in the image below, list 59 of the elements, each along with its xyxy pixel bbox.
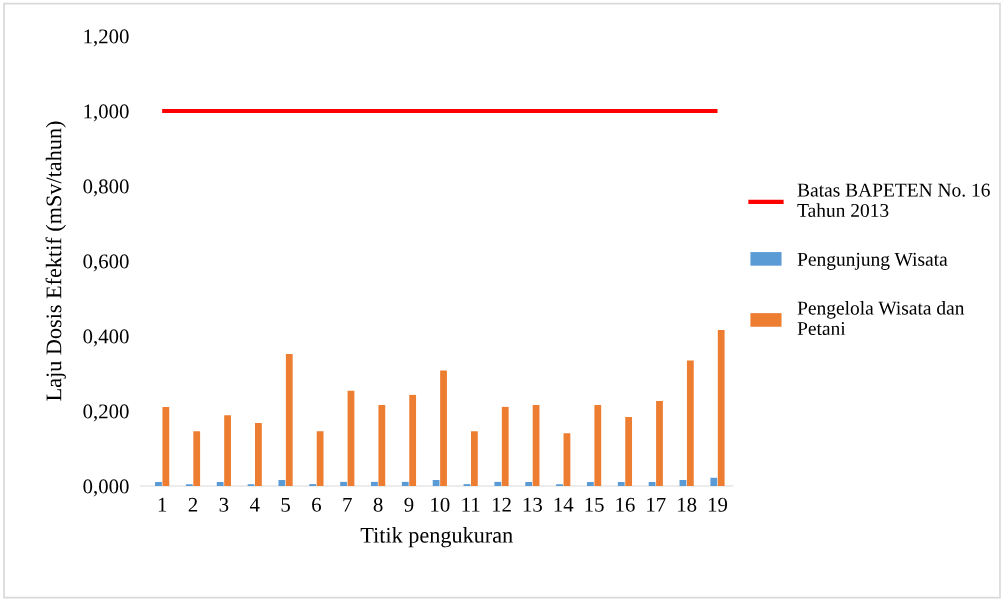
x-tick-label: 13 — [523, 497, 542, 512]
bar — [494, 481, 502, 486]
x-tick-label: 14 — [554, 497, 574, 512]
bar — [193, 431, 201, 486]
x-tick-label: 10 — [431, 497, 450, 512]
x-tick-label: 7 — [343, 497, 352, 512]
x-tick-label: 15 — [585, 497, 604, 512]
x-tick-label: 4 — [249, 497, 260, 512]
y-tick-label: 1,000 — [84, 104, 129, 122]
bar — [216, 481, 224, 486]
bar — [340, 481, 347, 486]
bar — [717, 330, 725, 486]
bar — [440, 370, 447, 486]
bar — [501, 406, 509, 486]
legend-label: Batas BAPETEN No. 16 Tahun 2013 — [797, 183, 990, 218]
bar — [525, 481, 533, 486]
x-tick-label: 9 — [404, 497, 414, 512]
bar — [656, 400, 663, 486]
bar — [686, 360, 694, 486]
bar — [255, 423, 262, 486]
bar — [625, 417, 633, 486]
y-tick-label: 0,200 — [83, 404, 129, 422]
bar — [710, 477, 718, 486]
y-tick-label: 0,800 — [83, 179, 129, 197]
legend-label: Pengunjung Wisata — [797, 252, 948, 270]
y-tick-label: 0,000 — [83, 479, 129, 497]
bar — [432, 480, 440, 486]
bar — [409, 394, 417, 486]
x-tick-label: 12 — [492, 497, 511, 512]
x-tick-label: 19 — [708, 497, 728, 512]
bar — [586, 481, 594, 486]
bar — [285, 354, 293, 486]
x-tick-label: 6 — [312, 497, 321, 512]
bar — [371, 481, 378, 486]
x-tick-label: 1 — [158, 497, 167, 512]
x-tick-label: 17 — [647, 497, 666, 512]
bar — [617, 481, 625, 486]
x-tick-label: 11 — [462, 497, 480, 512]
y-tick-label: 0,400 — [83, 329, 129, 347]
x-tick-label: 18 — [678, 497, 697, 512]
bar — [278, 480, 286, 486]
x-tick-label: 5 — [281, 497, 290, 512]
y-tick-label: 1,200 — [84, 29, 129, 47]
x-tick-label: 16 — [616, 497, 635, 512]
x-tick-label: 2 — [188, 497, 198, 512]
bar — [594, 405, 602, 486]
x-axis-title: Titik pengukuran — [360, 527, 513, 548]
bar — [316, 431, 324, 486]
bar — [155, 481, 162, 486]
x-tick-label: 3 — [219, 497, 229, 512]
y-axis-title: Laju Dosis Efektif (mSv/tahun) — [45, 121, 66, 401]
bar — [378, 405, 386, 486]
y-tick-label: 0,600 — [83, 254, 129, 272]
bar — [162, 406, 170, 486]
legend-label: Pengelola Wisata dan Petani — [797, 300, 965, 336]
x-tick-label: 8 — [373, 497, 383, 512]
bar — [401, 481, 409, 486]
bar — [470, 431, 478, 486]
bar — [224, 415, 231, 486]
